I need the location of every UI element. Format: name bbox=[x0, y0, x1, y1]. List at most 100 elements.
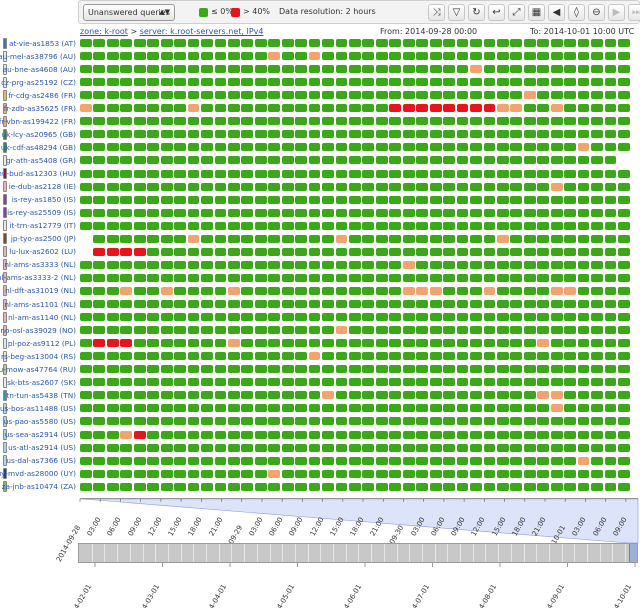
heatmap-cell[interactable] bbox=[295, 221, 308, 230]
probe-row-label[interactable]: fr-vbn-as199422 (FR) bbox=[0, 115, 78, 127]
heatmap-cell[interactable] bbox=[254, 365, 267, 374]
heatmap-cell[interactable] bbox=[429, 339, 442, 348]
heatmap-cell[interactable] bbox=[537, 469, 550, 478]
heatmap-cell[interactable] bbox=[241, 104, 254, 113]
heatmap-cell[interactable] bbox=[577, 143, 590, 152]
heatmap-cell[interactable] bbox=[456, 404, 469, 413]
heatmap-cell[interactable] bbox=[335, 130, 348, 139]
heatmap-cell[interactable] bbox=[120, 65, 133, 74]
heatmap-cell[interactable] bbox=[591, 130, 603, 139]
heatmap-cell[interactable] bbox=[322, 234, 334, 243]
heatmap-cell[interactable] bbox=[268, 482, 281, 491]
heatmap-cell[interactable] bbox=[362, 130, 375, 139]
heatmap-cell[interactable] bbox=[483, 65, 496, 74]
heatmap-cell[interactable] bbox=[537, 430, 550, 439]
heatmap-cell[interactable] bbox=[322, 365, 334, 374]
heatmap-cell[interactable] bbox=[120, 78, 133, 87]
heatmap-cell[interactable] bbox=[308, 260, 321, 269]
heatmap-cell[interactable] bbox=[577, 417, 590, 426]
heatmap-cell[interactable] bbox=[604, 391, 617, 400]
heatmap-cell[interactable] bbox=[564, 443, 577, 452]
heatmap-cell[interactable] bbox=[174, 326, 186, 335]
heatmap-cell[interactable] bbox=[201, 91, 213, 100]
heatmap-cell[interactable] bbox=[106, 78, 119, 87]
heatmap-cell[interactable] bbox=[604, 456, 617, 465]
heatmap-cell[interactable] bbox=[456, 39, 469, 47]
probe-row-label[interactable]: sk-bts-as2607 (SK) bbox=[0, 376, 78, 388]
heatmap-cell[interactable] bbox=[281, 365, 294, 374]
heatmap-cell[interactable] bbox=[564, 221, 577, 230]
heatmap-cell[interactable] bbox=[402, 156, 415, 165]
heatmap-cell[interactable] bbox=[510, 234, 523, 243]
heatmap-cell[interactable] bbox=[537, 339, 550, 348]
heatmap-cell[interactable] bbox=[241, 273, 254, 282]
heatmap-cell[interactable] bbox=[335, 182, 348, 191]
heatmap-cell[interactable] bbox=[577, 78, 590, 87]
heatmap-cell[interactable] bbox=[93, 365, 106, 374]
heatmap-cell[interactable] bbox=[295, 273, 308, 282]
probe-name[interactable]: no-osl-as39029 (NO) bbox=[0, 325, 76, 335]
heatmap-cell[interactable] bbox=[147, 169, 160, 178]
heatmap-cell[interactable] bbox=[241, 417, 254, 426]
heatmap-cell[interactable] bbox=[429, 365, 442, 374]
heatmap-cell[interactable] bbox=[604, 91, 617, 100]
heatmap-cell[interactable] bbox=[416, 273, 429, 282]
heatmap-cell[interactable] bbox=[133, 443, 146, 452]
heatmap-cell[interactable] bbox=[201, 300, 213, 308]
heatmap-cell[interactable] bbox=[281, 482, 294, 491]
heatmap-cell[interactable] bbox=[523, 78, 536, 87]
heatmap-cell[interactable] bbox=[214, 143, 227, 152]
heatmap-cell[interactable] bbox=[591, 417, 603, 426]
heatmap-cell[interactable] bbox=[483, 208, 496, 217]
heatmap-cell[interactable] bbox=[187, 326, 200, 335]
heatmap-cell[interactable] bbox=[389, 417, 402, 426]
heatmap-cell[interactable] bbox=[496, 378, 509, 387]
heatmap-cell[interactable] bbox=[214, 391, 227, 400]
heatmap-cell[interactable] bbox=[93, 260, 106, 269]
heatmap-cell[interactable] bbox=[429, 482, 442, 491]
heatmap-cell[interactable] bbox=[227, 156, 240, 165]
heatmap-cell[interactable] bbox=[389, 404, 402, 413]
heatmap-cell[interactable] bbox=[308, 378, 321, 387]
heatmap-cell[interactable] bbox=[241, 469, 254, 478]
heatmap-cell[interactable] bbox=[322, 247, 334, 256]
heatmap-cell[interactable] bbox=[537, 169, 550, 178]
heatmap-cell[interactable] bbox=[133, 182, 146, 191]
heatmap-cell[interactable] bbox=[375, 195, 388, 204]
heatmap-cell[interactable] bbox=[322, 469, 334, 478]
heatmap-cell[interactable] bbox=[550, 221, 563, 230]
heatmap-cell[interactable] bbox=[133, 456, 146, 465]
heatmap-cell[interactable] bbox=[564, 482, 577, 491]
heatmap-cell[interactable] bbox=[618, 195, 630, 204]
heatmap-cell[interactable] bbox=[214, 208, 227, 217]
heatmap-cell[interactable] bbox=[120, 378, 133, 387]
heatmap-cell[interactable] bbox=[456, 195, 469, 204]
heatmap-cell[interactable] bbox=[389, 430, 402, 439]
heatmap-cell[interactable] bbox=[483, 143, 496, 152]
heatmap-cell[interactable] bbox=[160, 326, 173, 335]
heatmap-cell[interactable] bbox=[254, 378, 267, 387]
heatmap-cell[interactable] bbox=[429, 195, 442, 204]
heatmap-cell[interactable] bbox=[456, 482, 469, 491]
heatmap-cell[interactable] bbox=[604, 104, 617, 113]
probe-name[interactable]: tn-tun-as5438 (TN) bbox=[6, 390, 76, 400]
heatmap-cell[interactable] bbox=[268, 52, 281, 61]
heatmap-cell[interactable] bbox=[254, 352, 267, 361]
heatmap-cell[interactable] bbox=[174, 404, 186, 413]
heatmap-cell[interactable] bbox=[470, 417, 482, 426]
heatmap-cell[interactable] bbox=[80, 78, 92, 87]
heatmap-cell[interactable] bbox=[483, 104, 496, 113]
heatmap-cell[interactable] bbox=[268, 443, 281, 452]
heatmap-cell[interactable] bbox=[362, 469, 375, 478]
heatmap-cell[interactable] bbox=[174, 339, 186, 348]
heatmap-cell[interactable] bbox=[564, 313, 577, 322]
heatmap-cell[interactable] bbox=[375, 300, 388, 308]
heatmap-cell[interactable] bbox=[349, 326, 361, 335]
heatmap-cell[interactable] bbox=[201, 365, 213, 374]
heatmap-cell[interactable] bbox=[618, 78, 630, 87]
heatmap-cell[interactable] bbox=[402, 300, 415, 308]
heatmap-cell[interactable] bbox=[281, 443, 294, 452]
heatmap-cell[interactable] bbox=[510, 482, 523, 491]
heatmap-cell[interactable] bbox=[564, 65, 577, 74]
heatmap-cell[interactable] bbox=[80, 391, 92, 400]
